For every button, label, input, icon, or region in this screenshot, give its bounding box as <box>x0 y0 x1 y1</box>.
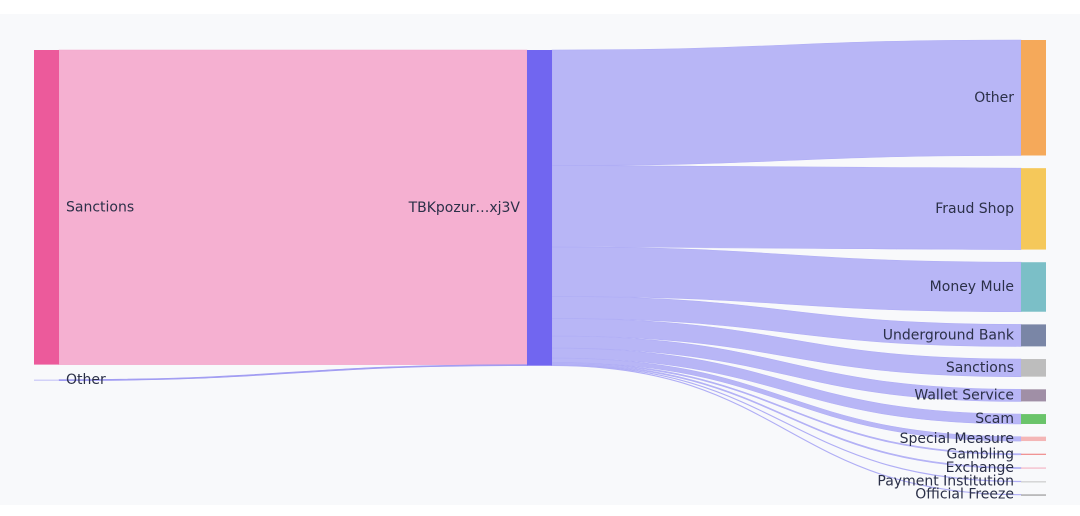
node-label: Other <box>66 372 106 388</box>
node-bar <box>1021 324 1046 347</box>
node-bar <box>1021 436 1046 442</box>
node-bar <box>1021 262 1046 312</box>
node-label: Scam <box>975 411 1014 427</box>
node-bar <box>34 379 59 381</box>
node-label: Sanctions <box>946 360 1014 376</box>
node-label: Underground Bank <box>883 327 1015 343</box>
link <box>551 318 1022 377</box>
link <box>551 347 1022 425</box>
node-label: Fraud Shop <box>935 201 1014 217</box>
node-label: Exchange <box>946 460 1014 476</box>
node-label: TBKpozur…xj3V <box>408 200 521 216</box>
node-bar <box>1021 40 1046 156</box>
node-bar <box>1021 168 1046 250</box>
node-bar <box>527 50 552 366</box>
node-bar <box>1021 481 1046 483</box>
node-bar <box>1021 467 1046 469</box>
node-label: Money Mule <box>930 279 1014 295</box>
node-label: Gambling <box>947 446 1015 462</box>
node-bar <box>1021 414 1046 424</box>
node-label: Other <box>974 90 1014 106</box>
links <box>58 39 1022 496</box>
node-bar <box>34 50 59 365</box>
node-label: Official Freeze <box>915 487 1014 503</box>
link <box>551 296 1022 347</box>
node-bar <box>1021 453 1046 455</box>
node-bar <box>1021 359 1046 377</box>
link <box>551 39 1022 166</box>
node-bar <box>1021 389 1046 402</box>
node-label: Payment Institution <box>877 474 1014 490</box>
node-bar <box>1021 494 1046 496</box>
node-label: Special Measure <box>900 431 1014 447</box>
node-label: Wallet Service <box>914 387 1014 403</box>
node-label: Sanctions <box>66 199 134 215</box>
